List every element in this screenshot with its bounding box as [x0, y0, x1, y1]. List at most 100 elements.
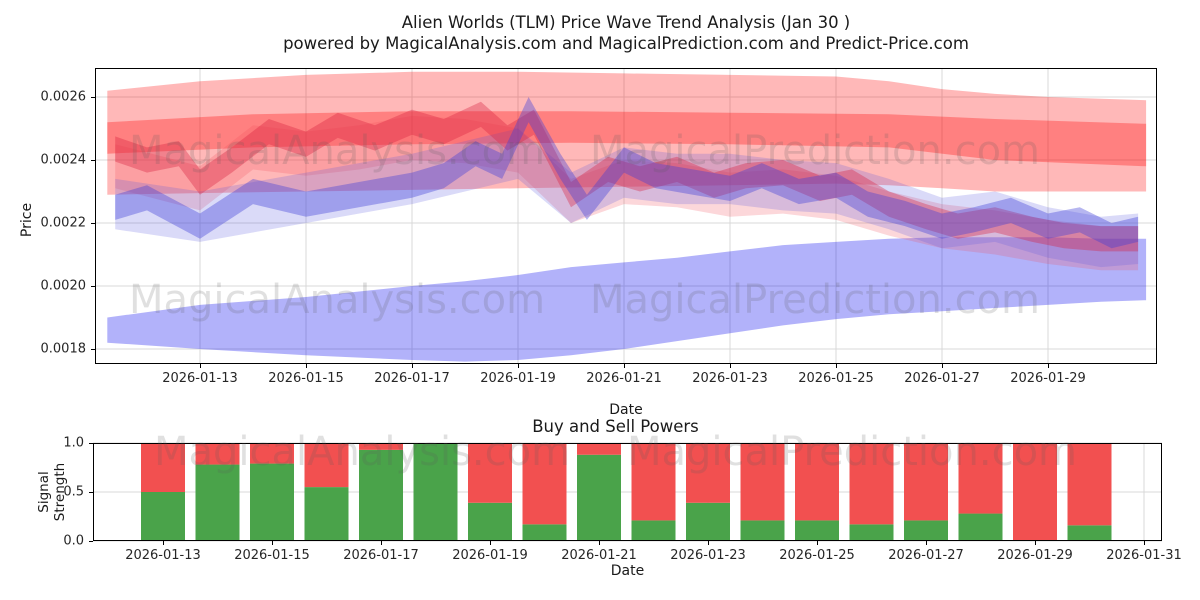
x-tick-mark — [1143, 541, 1145, 545]
bar-buy-2026-01-28 — [958, 513, 1003, 541]
band-support-band — [107, 237, 1147, 362]
y-tick-mark — [91, 222, 95, 224]
x-tick-mark — [271, 541, 273, 545]
price-axis-label: Price — [19, 202, 35, 238]
bar-buy-2026-01-18 — [413, 443, 458, 541]
x-tick-label: 2026-01-21 — [586, 371, 662, 386]
x-tick-label: 2026-01-23 — [670, 548, 746, 563]
y-tick-label: 0.5 — [63, 484, 84, 500]
bar-buy-2026-01-27 — [904, 520, 948, 541]
bar-buy-2026-01-13 — [141, 492, 185, 541]
bar-buy-2026-01-23 — [686, 502, 730, 541]
x-tick-mark — [729, 364, 731, 368]
x-tick-label: 2026-01-27 — [888, 548, 964, 563]
bar-buy-2026-01-22 — [631, 520, 676, 541]
y-tick-mark — [89, 540, 93, 542]
x-tick-label: 2026-01-21 — [561, 548, 637, 563]
bar-buy-2026-01-19 — [468, 502, 512, 541]
y-tick-mark — [91, 348, 95, 350]
y-tick-mark — [91, 159, 95, 161]
bar-sell-2026-01-30 — [1067, 443, 1112, 526]
bar-sell-2026-01-25 — [795, 443, 839, 521]
y-tick-label: 0.0020 — [40, 278, 87, 294]
x-tick-mark — [835, 364, 837, 368]
x-tick-mark — [598, 541, 600, 545]
bar-buy-2026-01-30 — [1067, 525, 1112, 541]
x-tick-mark — [925, 541, 927, 545]
band-wave-red-wide — [115, 115, 1139, 271]
y-tick-label: 0.0024 — [40, 152, 87, 168]
x-tick-mark — [1034, 541, 1036, 545]
bar-buy-2026-01-15 — [250, 463, 294, 541]
x-tick-label: 2026-01-27 — [904, 371, 980, 386]
x-tick-label: 2026-01-13 — [162, 371, 238, 386]
bar-sell-2026-01-16 — [304, 443, 349, 488]
y-tick-mark — [89, 491, 93, 493]
x-tick-label: 2026-01-15 — [234, 548, 310, 563]
bar-sell-2026-01-14 — [195, 443, 240, 465]
bar-buy-2026-01-26 — [849, 524, 894, 541]
y-tick-mark — [91, 96, 95, 98]
bar-sell-2026-01-21 — [577, 443, 621, 455]
x-tick-mark — [199, 364, 201, 368]
y-tick-label: 0.0022 — [40, 215, 87, 231]
plot-frame — [95, 68, 1157, 364]
bar-buy-2026-01-25 — [795, 520, 839, 541]
x-tick-label: 2026-01-15 — [268, 371, 344, 386]
y-tick-label: 0.0018 — [40, 341, 87, 357]
bar-buy-2026-01-16 — [304, 487, 349, 541]
x-tick-label: 2026-01-29 — [1010, 371, 1086, 386]
x-tick-label: 2026-01-31 — [1106, 548, 1182, 563]
x-tick-mark — [941, 364, 943, 368]
x-tick-label: 2026-01-13 — [125, 548, 201, 563]
band-resistance-outer-band — [107, 71, 1147, 195]
y-tick-mark — [91, 285, 95, 287]
band-wave-blue-narrow — [115, 97, 1139, 249]
x-tick-mark — [305, 364, 307, 368]
date-axis-label-signals: Date — [610, 563, 645, 579]
x-tick-mark — [623, 364, 625, 368]
bar-sell-2026-01-13 — [141, 443, 185, 492]
x-tick-mark — [816, 541, 818, 545]
x-tick-label: 2026-01-25 — [798, 371, 874, 386]
bar-sell-2026-01-29 — [1013, 443, 1057, 541]
x-tick-label: 2026-01-25 — [779, 548, 855, 563]
bar-sell-2026-01-23 — [686, 443, 730, 503]
signals-plot: 2026-01-13 2026-01-15 2026-01-17 2026-01-19… — [63, 436, 1181, 564]
y-tick-mark — [89, 442, 93, 444]
bar-sell-2026-01-19 — [468, 443, 512, 503]
bar-sell-2026-01-22 — [631, 443, 676, 521]
x-tick-label: 2026-01-19 — [452, 548, 528, 563]
bar-sell-2026-01-28 — [958, 443, 1003, 514]
price-wave-plot: 2026-01-13 2026-01-15 2026-01-17 2026-01-19… — [41, 68, 1157, 386]
band-wave-red-narrow — [115, 101, 1139, 252]
x-tick-mark — [162, 541, 164, 545]
bar-sell-2026-01-20 — [522, 443, 567, 525]
x-tick-label: 2026-01-17 — [374, 371, 450, 386]
y-tick-label: 1.0 — [63, 435, 84, 451]
bar-buy-2026-01-24 — [740, 520, 785, 541]
bar-buy-2026-01-14 — [195, 464, 240, 541]
bar-buy-2026-01-21 — [577, 454, 621, 541]
x-tick-mark — [489, 541, 491, 545]
signals-canvas — [93, 442, 1162, 542]
x-tick-label: 2026-01-29 — [997, 548, 1073, 563]
bar-sell-2026-01-27 — [904, 443, 948, 521]
x-tick-label: 2026-01-17 — [343, 548, 419, 563]
x-tick-label: 2026-01-23 — [692, 371, 768, 386]
bar-sell-2026-01-26 — [849, 443, 894, 525]
x-tick-mark — [411, 364, 413, 368]
date-axis-label-main: Date — [609, 402, 643, 418]
chart-title: Alien Worlds (TLM) Price Wave Trend Anal… — [401, 13, 851, 32]
bar-sell-2026-01-17 — [359, 443, 403, 450]
chart-subtitle: powered by MagicalAnalysis.com and Magic… — [283, 34, 969, 53]
x-tick-mark — [380, 541, 382, 545]
bar-sell-2026-01-24 — [740, 443, 785, 521]
x-tick-mark — [517, 364, 519, 368]
y-tick-label: 0.0026 — [40, 89, 87, 105]
x-tick-label: 2026-01-19 — [480, 371, 556, 386]
band-resistance-inner-band — [107, 111, 1147, 167]
x-tick-mark — [1047, 364, 1049, 368]
x-tick-mark — [707, 541, 709, 545]
